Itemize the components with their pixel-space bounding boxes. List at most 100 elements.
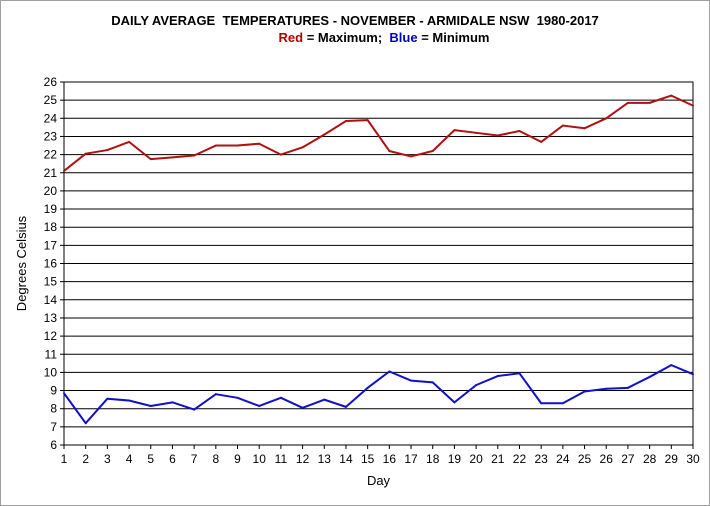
data-point — [171, 401, 174, 404]
series-lines — [63, 94, 694, 425]
x-tick-label: 2 — [82, 452, 89, 466]
gridlines — [64, 81, 693, 446]
data-point — [605, 117, 608, 120]
data-point — [626, 101, 629, 104]
y-tick-label: 18 — [44, 220, 58, 234]
x-tick-label: 22 — [513, 452, 527, 466]
data-point — [236, 396, 239, 399]
data-point — [279, 153, 282, 156]
x-tick-label: 5 — [147, 452, 154, 466]
data-point — [670, 94, 673, 97]
data-point — [214, 144, 217, 147]
data-point — [106, 397, 109, 400]
x-tick-label: 11 — [275, 452, 288, 466]
y-axis-ticks: 6 7 8 9 10 11 12 13 14 15 16 17 18 19 20 21 22 23 24 25 26 — [44, 75, 64, 452]
x-tick-label: 8 — [212, 452, 219, 466]
data-point — [128, 399, 131, 402]
x-tick-label: 10 — [253, 452, 267, 466]
data-point — [84, 422, 87, 425]
y-tick-label: 22 — [44, 148, 58, 162]
x-tick-label: 12 — [296, 452, 310, 466]
x-tick-label: 1 — [61, 452, 68, 466]
x-tick-label: 3 — [104, 452, 111, 466]
y-tick-label: 21 — [44, 166, 58, 180]
data-point — [518, 130, 521, 132]
x-tick-label: 25 — [578, 452, 592, 466]
y-tick-label: 23 — [44, 129, 58, 143]
data-point — [63, 169, 65, 172]
y-tick-label: 25 — [44, 93, 58, 107]
x-tick-label: 26 — [600, 452, 614, 466]
data-point — [648, 375, 651, 378]
x-tick-label: 17 — [404, 452, 418, 466]
y-tick-label: 16 — [44, 257, 58, 271]
data-point — [561, 402, 564, 405]
y-tick-label: 13 — [44, 311, 58, 325]
y-tick-label: 14 — [44, 293, 58, 307]
x-tick-label: 15 — [361, 452, 375, 466]
y-tick-label: 10 — [44, 365, 58, 379]
x-tick-label: 21 — [491, 452, 505, 466]
data-point — [431, 381, 434, 384]
x-tick-label: 13 — [318, 452, 332, 466]
data-point — [366, 386, 369, 389]
chart-subtitle: Red = Maximum; Blue = Minimum — [1, 30, 710, 45]
data-point — [431, 149, 434, 152]
data-point — [344, 120, 347, 123]
data-point — [518, 372, 521, 375]
y-tick-label: 8 — [50, 402, 57, 416]
data-point — [63, 392, 65, 395]
data-point — [496, 134, 499, 137]
x-tick-label: 19 — [448, 452, 462, 466]
x-tick-label: 16 — [383, 452, 397, 466]
data-point — [128, 140, 131, 143]
series-line-maximum — [63, 94, 694, 172]
x-tick-label: 6 — [169, 452, 176, 466]
data-point — [344, 405, 347, 408]
y-tick-label: 24 — [44, 111, 58, 125]
y-tick-label: 17 — [44, 238, 58, 252]
data-point — [540, 402, 543, 405]
data-point — [323, 133, 326, 136]
data-point — [583, 127, 586, 130]
data-point — [149, 404, 152, 407]
legend-blue-text: = Minimum — [417, 30, 490, 45]
data-point — [388, 370, 391, 373]
y-tick-label: 15 — [44, 275, 58, 289]
series-line-minimum — [63, 364, 694, 425]
data-point — [301, 406, 304, 409]
data-point — [258, 404, 261, 407]
data-point — [258, 142, 261, 145]
data-point — [561, 124, 564, 127]
data-point — [475, 384, 478, 387]
data-point — [236, 144, 239, 147]
x-tick-label: 4 — [126, 452, 133, 466]
data-point — [388, 149, 391, 152]
y-tick-label: 7 — [50, 420, 57, 434]
data-point — [626, 386, 629, 389]
data-point — [366, 119, 369, 122]
y-tick-label: 6 — [50, 438, 57, 452]
data-point — [279, 396, 282, 399]
x-tick-label: 28 — [643, 452, 657, 466]
data-point — [149, 158, 152, 161]
data-point — [583, 390, 586, 393]
data-point — [692, 373, 694, 376]
x-tick-label: 7 — [191, 452, 198, 466]
data-point — [106, 149, 109, 152]
data-point — [323, 398, 326, 401]
data-point — [475, 131, 478, 134]
x-tick-label: 9 — [234, 452, 241, 466]
x-tick-label: 30 — [686, 452, 700, 466]
data-point — [540, 140, 543, 143]
data-point — [692, 104, 694, 107]
data-point — [301, 146, 304, 149]
data-point — [193, 408, 196, 411]
x-tick-label: 23 — [534, 452, 548, 466]
x-axis-title: Day — [367, 473, 391, 488]
legend-blue-word: Blue — [389, 30, 418, 45]
data-point — [648, 101, 651, 104]
y-tick-label: 12 — [44, 329, 58, 343]
